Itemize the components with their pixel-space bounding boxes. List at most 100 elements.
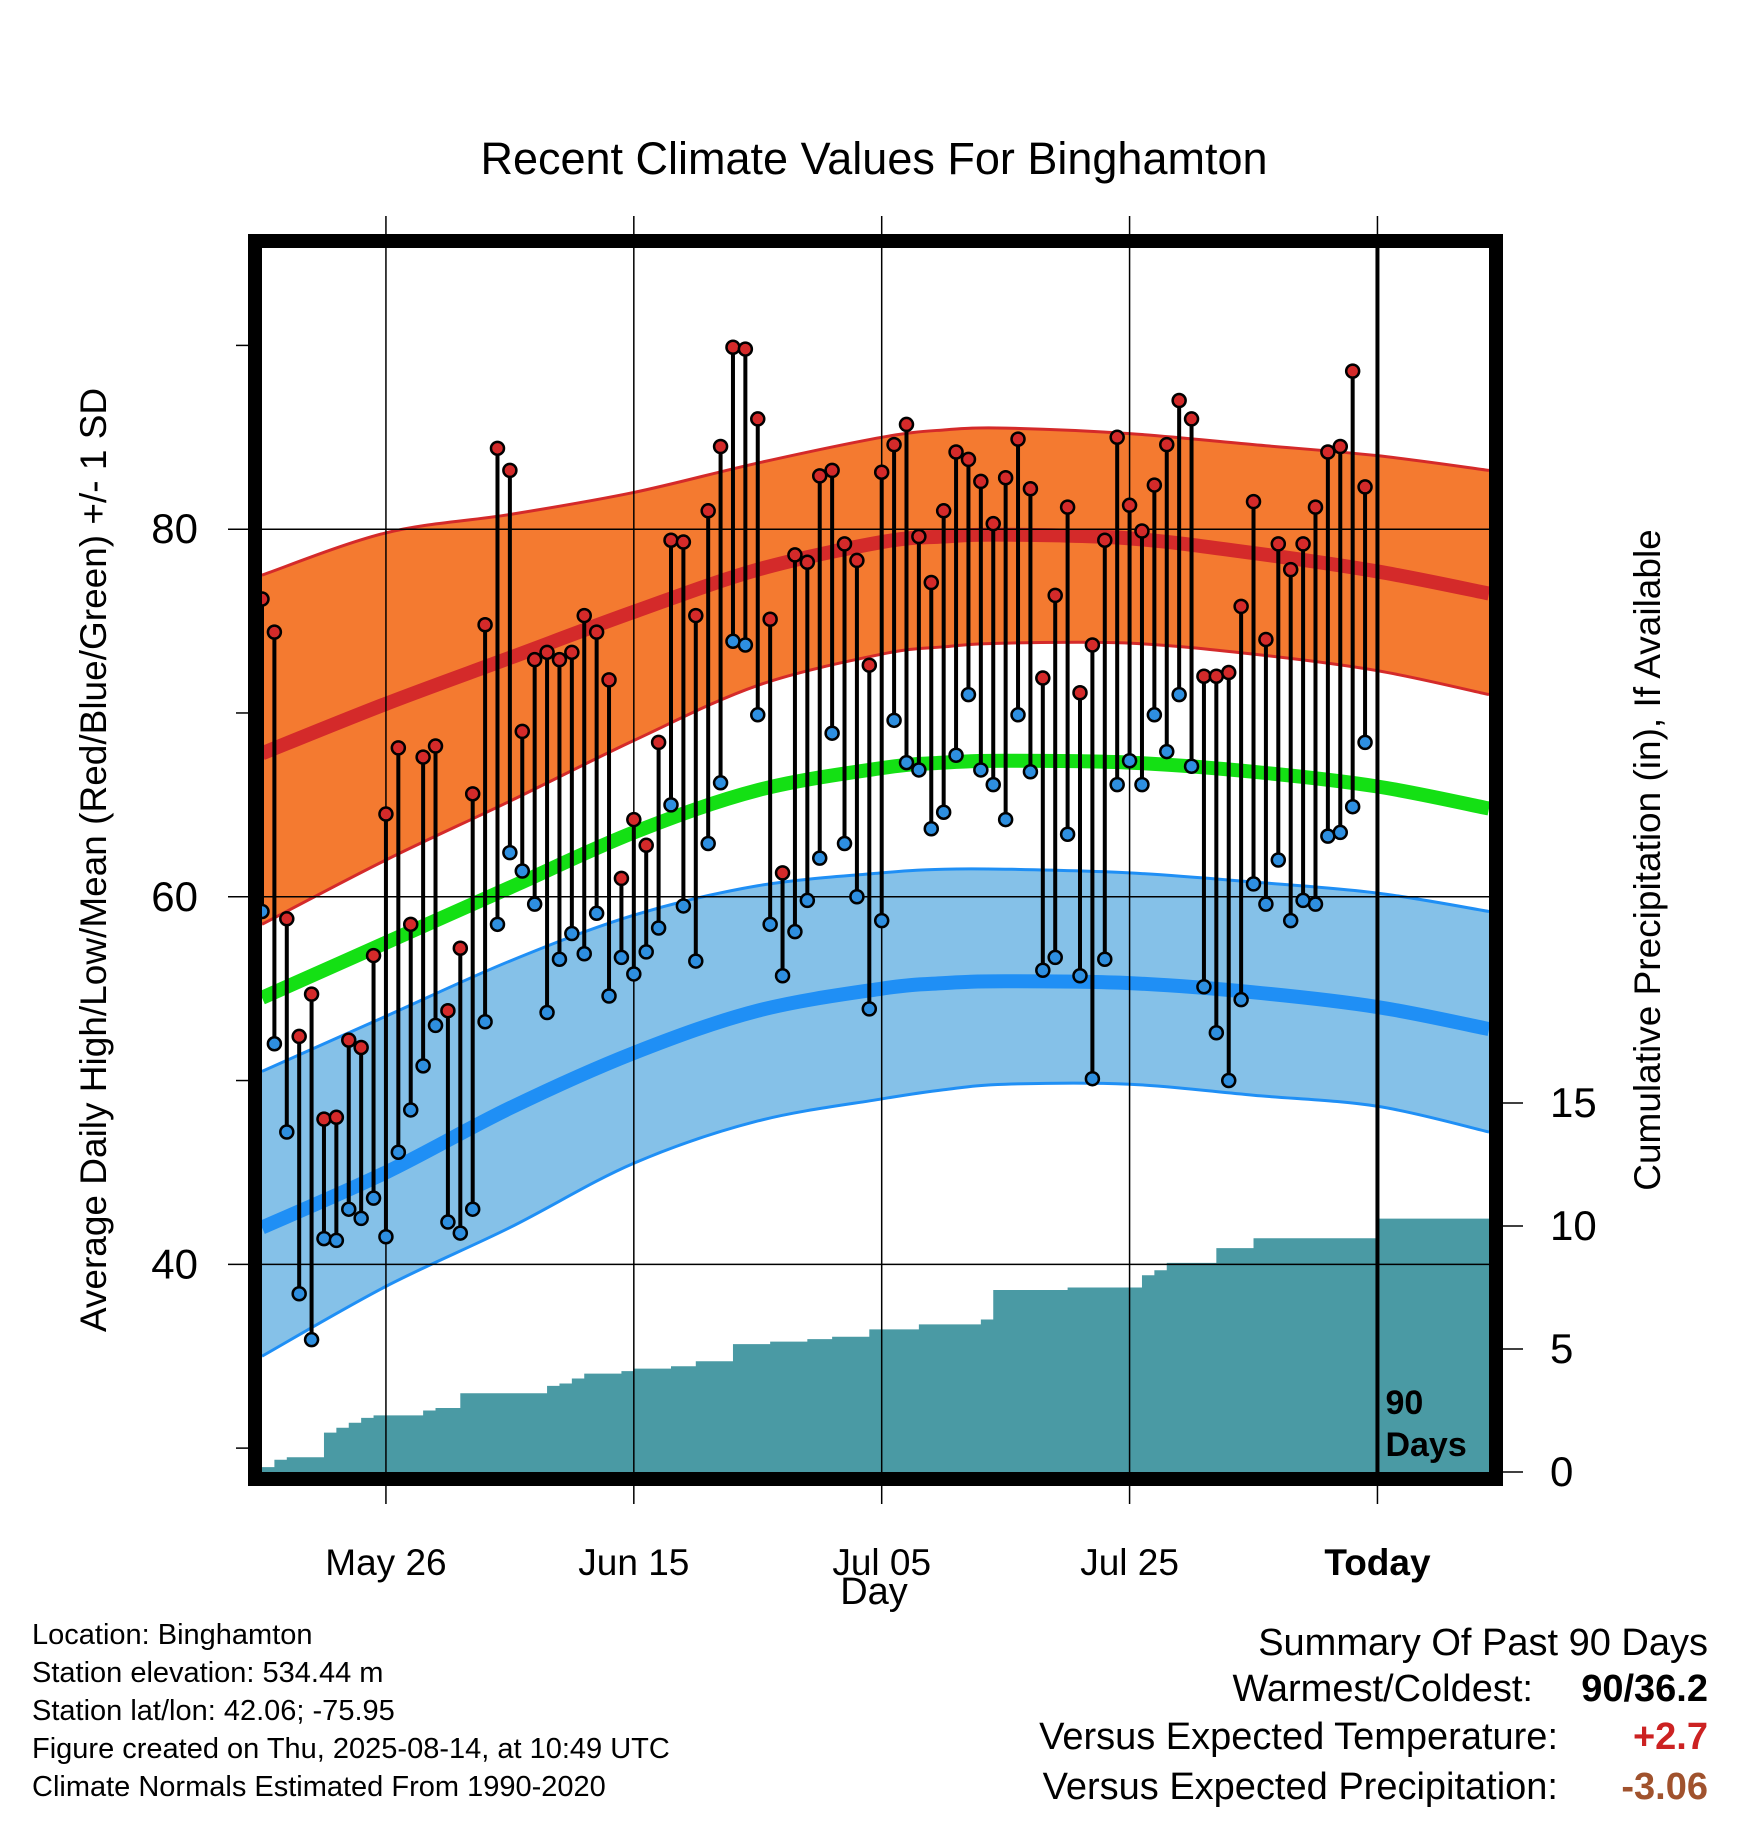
warmest-coldest-value: 90/36.2 — [1581, 1668, 1708, 1710]
daily-high-point — [514, 723, 531, 740]
daily-high-point — [1196, 668, 1212, 684]
y2-tick-label: 0 — [1550, 1448, 1573, 1495]
daily-low-point — [638, 944, 654, 960]
daily-high-point — [262, 591, 270, 607]
daily-high-point — [911, 528, 927, 545]
daily-low-point — [328, 1232, 345, 1249]
daily-high-point — [650, 734, 667, 751]
x-tick-label: Jul 25 — [1080, 1542, 1179, 1583]
daily-low-point — [960, 686, 977, 703]
daily-high-point — [774, 865, 791, 881]
y2-tick-label: 15 — [1550, 1079, 1597, 1126]
daily-high-point — [960, 451, 977, 468]
climate-chart: Recent Climate Values For Binghamton 90 D… — [73, 133, 1668, 1613]
y2-tick-label: 5 — [1550, 1325, 1573, 1372]
daily-low-point — [613, 949, 630, 966]
daily-high-point — [316, 1111, 332, 1127]
daily-low-point — [1282, 912, 1299, 929]
daily-high-point — [402, 916, 419, 933]
daily-high-point — [663, 532, 679, 548]
daily-high-point — [1047, 587, 1063, 604]
daily-low-point — [1208, 1025, 1225, 1041]
daily-high-point — [935, 503, 952, 519]
daily-high-point — [1320, 444, 1336, 460]
daily-high-point — [712, 438, 729, 455]
daily-high-point — [799, 554, 816, 571]
daily-high-point — [464, 786, 481, 802]
y-axis-label: Average Daily High/Low/Mean (Red/Blue/Gr… — [73, 388, 114, 1332]
x-tick-label: Jul 05 — [832, 1542, 931, 1583]
plot-area: 90 Days — [262, 248, 1489, 1472]
daily-low-point — [464, 1201, 481, 1217]
daily-high-point — [973, 473, 989, 490]
daily-low-point — [526, 896, 543, 912]
daily-low-point — [997, 811, 1014, 828]
daily-high-point — [1282, 561, 1299, 578]
daily-low-point — [1047, 949, 1063, 966]
daily-high-point — [303, 986, 320, 1002]
daily-high-point — [390, 740, 407, 756]
temp-vs-expected-label: Versus Expected Temperature: — [1039, 1716, 1558, 1758]
daily-high-point — [1159, 436, 1175, 453]
daily-low-point — [911, 762, 927, 778]
daily-low-point — [824, 725, 840, 741]
daily-high-point — [1357, 479, 1373, 495]
precip-vs-expected-label: Versus Expected Precipitation: — [1042, 1766, 1558, 1808]
daily-high-point — [1208, 668, 1225, 684]
temp-vs-expected-value: +2.7 — [1632, 1716, 1708, 1758]
normals-text: Climate Normals Estimated From 1990-2020 — [32, 1771, 606, 1803]
daily-low-point — [427, 1017, 444, 1034]
daily-low-point — [514, 863, 531, 879]
daily-high-point — [564, 644, 580, 661]
daily-low-point — [316, 1230, 332, 1247]
daily-high-point — [688, 607, 704, 624]
y-tick-label: 80 — [151, 505, 198, 552]
daily-low-point — [688, 953, 704, 969]
daily-high-point — [898, 416, 915, 433]
daily-low-point — [564, 925, 580, 942]
daily-low-point — [898, 754, 915, 771]
daily-low-point — [588, 905, 605, 922]
daily-low-point — [1109, 776, 1125, 793]
daily-high-point — [861, 657, 878, 673]
daily-low-point — [1220, 1072, 1237, 1089]
daily-low-point — [725, 633, 741, 650]
daily-low-point — [737, 637, 754, 653]
elevation-text: Station elevation: 534.44 m — [32, 1657, 384, 1689]
daily-low-point — [1171, 686, 1187, 703]
daily-low-point — [262, 903, 270, 920]
daily-high-point — [787, 547, 803, 563]
high-band-upper-edge — [262, 426, 1489, 577]
daily-low-point — [762, 916, 778, 933]
daily-high-point — [1022, 481, 1039, 497]
daily-high-point — [1183, 411, 1200, 427]
daily-high-point — [266, 624, 283, 640]
daily-low-point — [489, 916, 506, 933]
normal-mean-line — [262, 753, 1489, 1005]
daily-low-point — [341, 1201, 357, 1217]
daily-low-point — [440, 1214, 456, 1230]
daily-high-point — [291, 1028, 307, 1045]
daily-low-point — [1159, 743, 1175, 760]
daily-high-point — [1072, 685, 1088, 701]
daily-high-point — [1010, 431, 1026, 447]
daily-low-point — [1035, 962, 1051, 979]
daily-low-point — [836, 835, 853, 852]
daily-high-point — [923, 574, 940, 591]
normal-high-line — [262, 527, 1489, 760]
daily-low-point — [861, 1001, 878, 1017]
daily-low-point — [1332, 824, 1349, 841]
daily-high-point — [489, 440, 506, 457]
daily-high-point — [886, 436, 902, 453]
daily-high-point — [1171, 392, 1187, 409]
location-text: Location: Binghamton — [32, 1619, 313, 1651]
daily-low-point — [452, 1225, 469, 1241]
daily-high-point — [1035, 670, 1051, 686]
daily-low-point — [279, 1124, 295, 1140]
daily-high-point — [427, 738, 444, 754]
x-axis-label: Day — [840, 1571, 908, 1613]
daily-high-point — [452, 940, 469, 956]
daily-high-point — [997, 469, 1014, 486]
daily-high-point — [1270, 536, 1287, 552]
y2-axis-label: Cumulative Precipitation (in), If Availa… — [1627, 529, 1668, 1191]
